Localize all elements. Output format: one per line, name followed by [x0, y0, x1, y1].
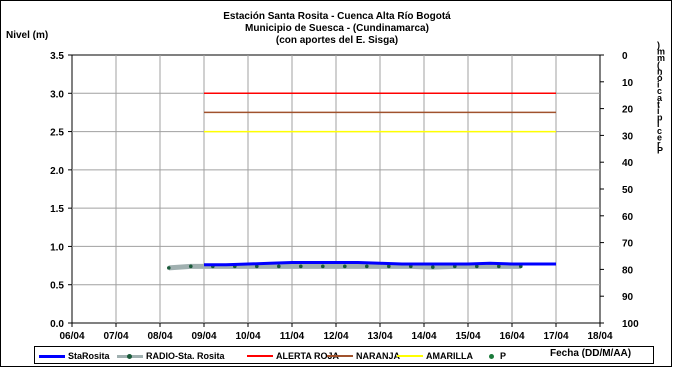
y2-label-char: i: [657, 80, 660, 90]
legend-item-radio: RADIO-Sta. Rosita: [117, 350, 225, 362]
y-axis-label: Nivel (m): [6, 30, 49, 41]
y2-tick-label: 80: [622, 265, 634, 276]
radio-data-point: [299, 264, 303, 269]
y2-label-char: m: [657, 53, 665, 63]
legend: StaRosita RADIO-Sta. Rosita ALERTA ROJA …: [34, 346, 654, 364]
y-tick-label: 1.5: [50, 204, 64, 215]
y-tick-label: 2.0: [50, 166, 64, 177]
legend-item-amarilla: AMARILLA: [397, 350, 473, 362]
y-tick-label: 0.5: [50, 281, 64, 292]
y2-label-char: P: [657, 146, 663, 156]
radio-data-point: [189, 264, 193, 269]
x-tick-label: 13/04: [367, 331, 392, 342]
radio-data-point: [387, 264, 391, 269]
y2-tick-label: 70: [622, 239, 634, 250]
y2-tick-label: 100: [622, 319, 639, 330]
y2-tick-label: 0: [622, 51, 628, 62]
radio-data-point: [167, 266, 171, 270]
radio-data-point: [475, 264, 479, 269]
x-tick-labels: 06/04 07/04 08/04 09/04 10/04 11/04 12/04 13/04…: [59, 323, 613, 342]
x-tick-label: 08/04: [147, 331, 172, 342]
chart-title-line-3: (con aportes del E. Sisga): [275, 35, 399, 46]
y2-label-char: n: [657, 66, 663, 76]
legend-label-p: P: [500, 351, 507, 361]
series-line-starosita: [204, 261, 556, 267]
y2-label-char: m: [657, 47, 665, 57]
legend-swatch-amarilla: [397, 355, 423, 357]
radio-data-point: [431, 265, 435, 269]
legend-label-amarilla: AMARILLA: [426, 351, 473, 361]
y2-label-char: ): [657, 40, 660, 50]
y-tick-label: 0.0: [50, 319, 64, 330]
x-tick-label: 14/04: [411, 331, 436, 342]
y2-label-char: i: [657, 119, 660, 129]
radio-data-point: [321, 264, 325, 269]
y2-label-char: ó: [657, 73, 663, 83]
y2-label-char: r: [657, 139, 661, 149]
y2-axis-label: ) m m(n ó i c a t i p i c e r P: [657, 40, 665, 156]
x-tick-label: 10/04: [235, 331, 260, 342]
chart-title-line-1: Estación Santa Rosita - Cuenca Alta Río …: [223, 11, 451, 22]
y2-tick-label: 40: [622, 158, 634, 169]
series-group: [167, 92, 556, 271]
legend-item-p: P: [479, 350, 506, 362]
x-tick-label: 18/04: [587, 331, 612, 342]
legend-swatch-naranja: [327, 355, 353, 357]
legend-swatch-alerta-roja: [247, 355, 273, 357]
x-tick-label: 09/04: [191, 331, 216, 342]
y2-tick-label: 30: [622, 131, 634, 142]
x-tick-label: 07/04: [103, 331, 128, 342]
legend-item-starosita: StaRosita: [39, 350, 110, 362]
legend-swatch-radio: [117, 353, 143, 359]
x-tick-label: 15/04: [455, 331, 480, 342]
y-tick-label: 1.0: [50, 242, 64, 253]
y-tick-label: 3.0: [50, 89, 64, 100]
radio-data-point: [254, 264, 259, 269]
y2-tick-label: 50: [622, 185, 634, 196]
y2-tick-label: 90: [622, 292, 634, 303]
legend-label-naranja: NARANJA: [356, 351, 401, 361]
x-tick-label: 17/04: [543, 331, 568, 342]
y-tick-label: 3.5: [50, 51, 64, 62]
y2-tick-label: 20: [622, 105, 634, 116]
x-tick-label: 06/04: [59, 331, 84, 342]
legend-item-alerta-roja: ALERTA ROJA: [247, 350, 339, 362]
legend-item-naranja: NARANJA: [327, 350, 400, 362]
radio-data-point: [343, 264, 347, 269]
x-tick-label: 16/04: [499, 331, 524, 342]
legend-label-starosita: StaRosita: [68, 351, 110, 361]
x-axis-label: Fecha (DD/M/AA): [550, 348, 632, 359]
radio-data-point: [365, 264, 369, 269]
y2-label-char: e: [657, 132, 662, 142]
y-tick-labels: 0.0 0.5 1.0 1.5 2.0 2.5 3.0 3.5: [50, 51, 72, 330]
chart-title-line-2: Municipio de Suesca - (Cundinamarca): [245, 23, 429, 34]
y2-label-char: t: [657, 99, 660, 109]
y-tick-label: 2.5: [50, 128, 64, 139]
legend-label-radio: RADIO-Sta. Rosita: [146, 351, 225, 361]
radio-data-point: [277, 264, 281, 269]
y2-tick-labels: 0 10 20 30 40 50 60 70 80 90 100: [600, 51, 639, 330]
y2-label-char: c: [657, 86, 662, 96]
x-tick-label: 11/04: [280, 331, 305, 342]
legend-swatch-starosita: [39, 354, 65, 358]
y2-label-char: a: [657, 93, 663, 103]
x-tick-label: 12/04: [323, 331, 348, 342]
y2-label-char: (: [657, 60, 660, 70]
radio-data-point: [497, 264, 501, 269]
y2-tick-label: 60: [622, 212, 634, 223]
y2-label-char: p: [657, 113, 663, 123]
y2-label-char: c: [657, 126, 662, 136]
y2-tick-label: 10: [622, 78, 634, 89]
legend-swatch-p: [489, 353, 494, 359]
legend-label-alerta-roja: ALERTA ROJA: [276, 351, 339, 361]
y2-label-char: i: [657, 106, 660, 116]
